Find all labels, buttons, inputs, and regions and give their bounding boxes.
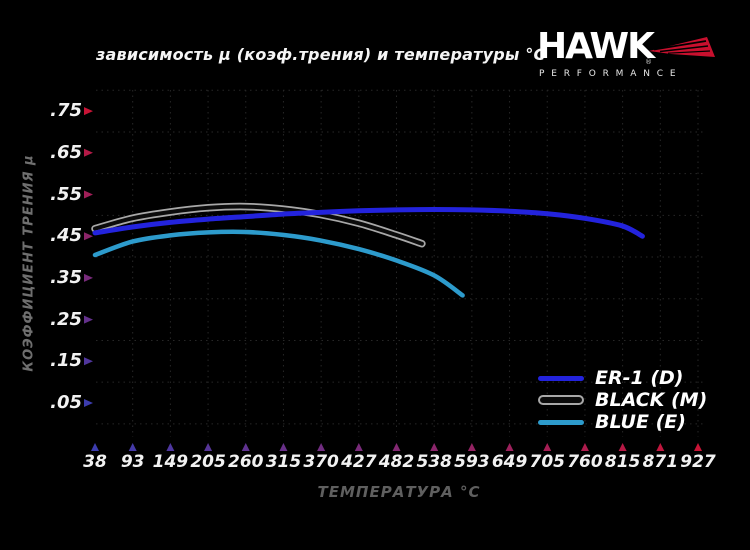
y-tick-arrow-icon [84, 273, 93, 282]
x-tick-label: 260 [228, 452, 264, 472]
x-tick-arrow-icon [618, 443, 627, 451]
x-tick-arrow-icon [467, 443, 476, 451]
legend-item-black-m: BLACK (M) [538, 389, 707, 411]
legend-item-blue-e: BLUE (E) [538, 411, 707, 433]
legend-swatch-icon [538, 419, 584, 425]
x-axis-title: ТЕМПЕРАТУРА °C [317, 483, 481, 501]
x-tick-arrow-icon [656, 443, 665, 451]
x-tick-arrow-icon [241, 443, 250, 451]
x-tick-label: 93 [120, 452, 145, 472]
x-tick-arrow-icon [543, 443, 552, 451]
legend: ER-1 (D) BLACK (M) BLUE (E) [538, 367, 707, 433]
x-tick-label: 538 [416, 452, 452, 472]
hawk-logo-subtext: PERFORMANCE [539, 69, 683, 79]
registered-trademark-icon: ® [645, 58, 652, 66]
y-tick-arrow-icon [84, 232, 93, 241]
x-tick-label: 927 [680, 452, 716, 472]
x-tick-arrow-icon [204, 443, 213, 451]
y-tick-label: .75 [50, 100, 82, 122]
hawk-logo: HAWK ® PERFORMANCE [529, 28, 719, 84]
x-tick-label: 705 [529, 452, 566, 472]
y-tick-arrow-icon [84, 399, 93, 407]
y-tick-label: .35 [50, 266, 82, 288]
y-tick-arrow-icon [84, 190, 93, 199]
x-tick-label: 427 [341, 452, 377, 472]
y-tick-label: .45 [50, 225, 82, 247]
chart-title: зависимость μ (коэф.трения) и температур… [96, 45, 546, 64]
curve-black-m [93, 204, 424, 246]
legend-label: BLUE (E) [595, 411, 686, 433]
x-tick-arrow-icon [392, 443, 401, 451]
x-tick-label: 815 [604, 452, 641, 472]
x-tick-arrow-icon [354, 443, 363, 451]
legend-swatch-icon [538, 375, 584, 381]
y-tick-label: .65 [50, 141, 82, 163]
hawk-logo-text: HAWK [537, 26, 655, 67]
curve-blue-e [92, 229, 465, 298]
y-tick-arrow-icon [84, 107, 93, 116]
y-tick-label: .25 [50, 308, 82, 330]
y-tick-arrow-icon [84, 148, 93, 157]
x-tick-label: 593 [454, 452, 490, 472]
y-tick-arrow-icon [84, 315, 93, 324]
y-tick-label: .55 [50, 183, 82, 205]
x-tick-label: 482 [378, 452, 415, 472]
curve-er-1-d [92, 206, 645, 239]
legend-label: BLACK (M) [595, 389, 708, 411]
x-tick-arrow-icon [91, 443, 99, 451]
x-tick-label: 205 [190, 452, 226, 472]
x-tick-arrow-icon [505, 443, 514, 451]
x-tick-label: 760 [567, 452, 603, 472]
x-tick-label: 315 [265, 452, 302, 472]
x-tick-arrow-icon [128, 443, 137, 451]
y-tick-arrow-icon [84, 357, 93, 366]
x-tick-label: 871 [642, 452, 679, 472]
x-tick-arrow-icon [279, 443, 288, 451]
y-tick-label: .15 [50, 350, 82, 372]
hawk-wing-icon [649, 37, 715, 57]
legend-label: ER-1 (D) [595, 367, 684, 389]
legend-item-er-1-d: ER-1 (D) [538, 367, 707, 389]
x-tick-arrow-icon [694, 443, 702, 451]
x-tick-arrow-icon [580, 443, 589, 451]
x-tick-arrow-icon [166, 443, 175, 451]
y-tick-label: .05 [50, 392, 82, 413]
x-tick-arrow-icon [430, 443, 439, 451]
legend-swatch-icon [538, 395, 584, 405]
hawk-logo-brand-row: HAWK ® [529, 28, 719, 68]
x-tick-arrow-icon [317, 443, 326, 451]
x-tick-label: 149 [152, 452, 189, 472]
y-axis-title: КОЭФФИЦИЕНТ ТРЕНИЯ μ [21, 154, 37, 372]
x-tick-label: 370 [303, 452, 339, 472]
x-tick-label: 649 [491, 452, 528, 472]
x-tick-label: 38 [83, 452, 107, 472]
